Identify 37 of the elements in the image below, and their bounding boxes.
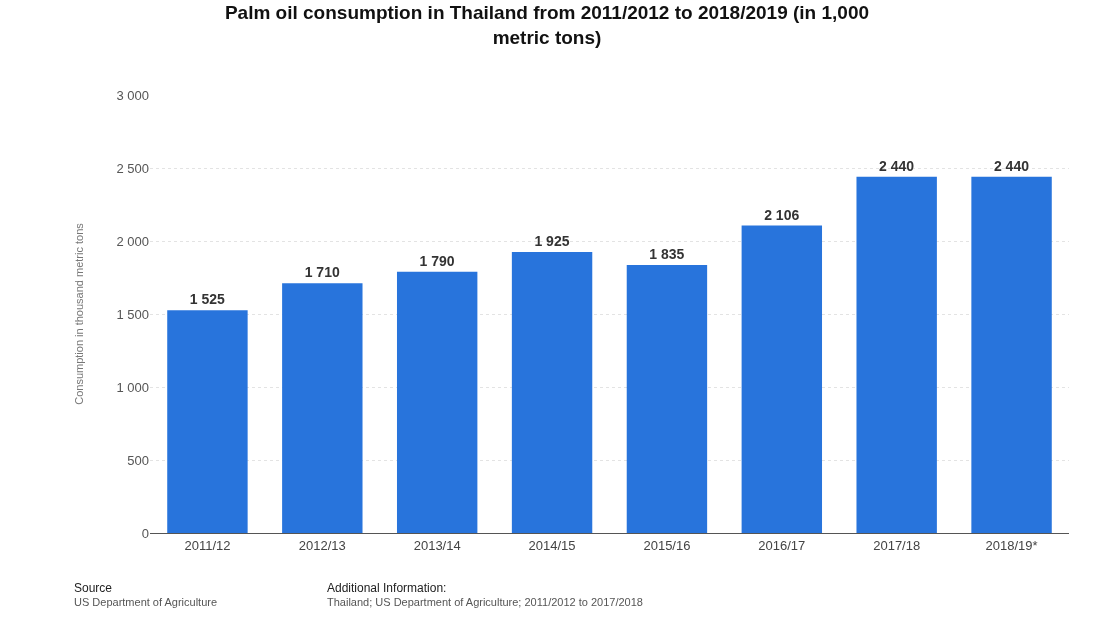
x-tick-label: 2011/12 bbox=[184, 537, 231, 553]
x-tick-label: 2014/15 bbox=[528, 537, 576, 553]
x-tick-label: 2012/13 bbox=[298, 537, 346, 553]
data-label: 1 790 bbox=[419, 252, 455, 269]
bar bbox=[626, 265, 708, 533]
data-label: 1 525 bbox=[189, 291, 226, 308]
y-tick-label: 2 500 bbox=[116, 160, 149, 176]
bar bbox=[856, 176, 937, 533]
bar bbox=[396, 271, 478, 533]
text: Source bbox=[74, 581, 113, 595]
data-label: 1 835 bbox=[649, 246, 685, 263]
y-tick-label: 500 bbox=[127, 452, 149, 468]
y-axis-title: Consumption in thousand metric tons bbox=[73, 222, 86, 405]
bar bbox=[282, 283, 363, 533]
y-tick-label: 1 000 bbox=[116, 379, 149, 395]
y-tick-label: 1 500 bbox=[116, 306, 149, 322]
y-tick-label: 2 000 bbox=[116, 233, 149, 249]
x-tick-label: 2017/18 bbox=[873, 537, 921, 553]
data-label: 2 440 bbox=[879, 157, 915, 174]
bar bbox=[741, 225, 823, 533]
text: US Department of Agriculture bbox=[74, 596, 218, 608]
text: Additional Information: bbox=[327, 581, 447, 595]
y-tick-label: 0 bbox=[141, 525, 149, 541]
x-tick-label: 2018/19* bbox=[985, 537, 1038, 553]
y-tick-label: 3 000 bbox=[116, 87, 149, 103]
x-tick-label: 2013/14 bbox=[413, 537, 461, 553]
data-label: 1 925 bbox=[534, 232, 570, 249]
bar bbox=[167, 310, 248, 533]
data-label: 2 440 bbox=[993, 157, 1030, 174]
x-tick-label: 2015/16 bbox=[643, 537, 691, 553]
data-label: 1 710 bbox=[304, 264, 340, 281]
chart-title: Palm oil consumption in Thailand from 2011/2012 to 2018/2019 (in 1,000 metric tons) bbox=[224, 2, 870, 48]
x-tick-label: 2016/17 bbox=[758, 537, 806, 553]
bar bbox=[511, 251, 593, 533]
bar bbox=[971, 176, 1052, 533]
data-label: 2 106 bbox=[764, 206, 800, 223]
text: Thailand; US Department of Agriculture; 2011/2012 to 2017/2018 bbox=[327, 596, 643, 608]
